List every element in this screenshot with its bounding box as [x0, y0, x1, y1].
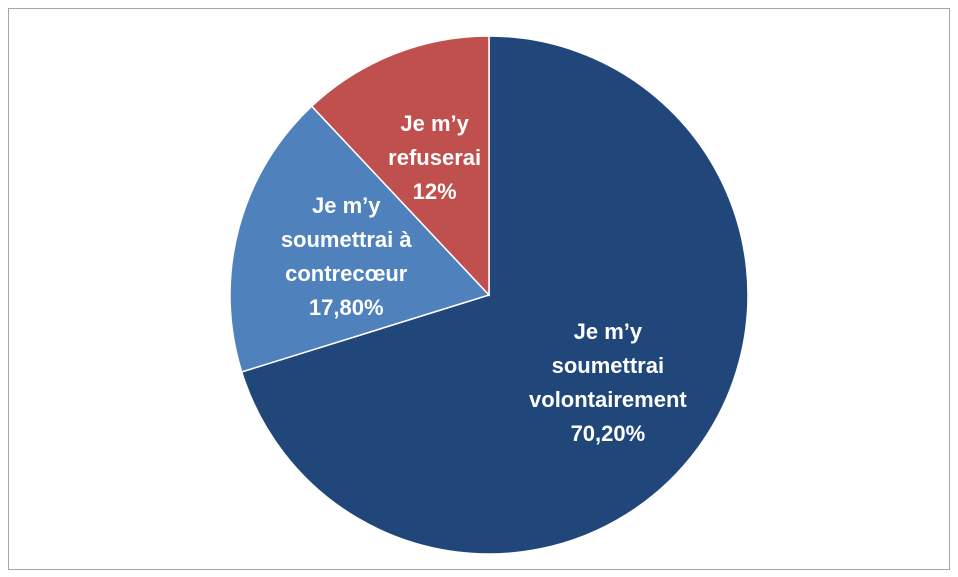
- slice-label-text: Je m’y soumettrai volontairement 70,20%: [523, 308, 693, 458]
- value-label: 12%: [412, 178, 457, 204]
- pie-slice: [240, 35, 749, 555]
- slice-label: Je m’y refuserai 12%: [375, 83, 495, 233]
- slice-label: Je m’y soumettrai volontairement 70,20%: [523, 308, 693, 458]
- slice-label-text: Je m’y refuserai 12%: [375, 83, 495, 233]
- category-label: Je m’y soumettrai à contrecœur: [280, 193, 412, 287]
- slice-label-block: Je m’y soumettrai à contrecœur 17,80%: [261, 189, 431, 325]
- value-label: 17,80%: [308, 295, 384, 321]
- value-label: 70,20%: [570, 420, 646, 446]
- slice-label-text: Je m’y soumettrai à contrecœur 17,80%: [261, 182, 431, 332]
- category-label: Je m’y soumettrai volontairement: [529, 318, 687, 412]
- pie-slice: [310, 35, 490, 297]
- slice-label: Je m’y soumettrai à contrecœur 17,80%: [261, 182, 431, 332]
- pie-slice: [229, 105, 491, 373]
- slice-label-block: Je m’y refuserai 12%: [375, 107, 495, 209]
- category-label: Je m’y refuserai: [388, 110, 482, 170]
- slice-label-block: Je m’y soumettrai volontairement 70,20%: [523, 315, 693, 451]
